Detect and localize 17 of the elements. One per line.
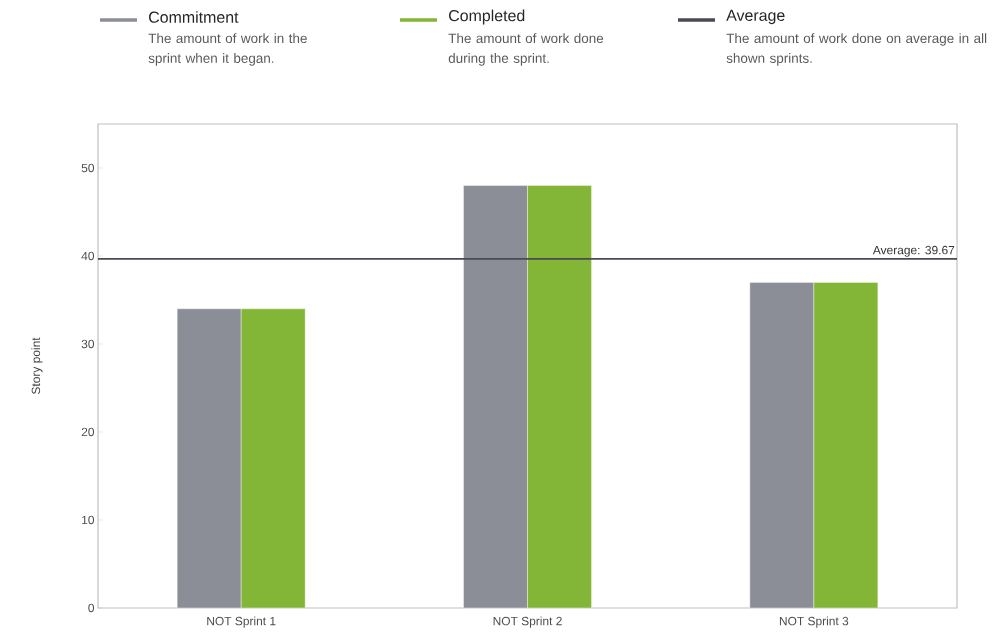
y-tick-label: 10 xyxy=(82,515,95,525)
text: The amount of work done during the sprint. xyxy=(448,33,604,66)
text: Average xyxy=(726,9,785,25)
x-tick-label: NOT Sprint 3 xyxy=(779,616,849,628)
y-tick-label: 40 xyxy=(81,251,95,261)
y-tick-label: 30 xyxy=(81,339,95,349)
legend-label: Completed xyxy=(449,9,525,25)
text: The amount of work done on average in all shown sprints. xyxy=(726,33,987,66)
legend-label: Commitment xyxy=(149,11,239,23)
x-tick-label: NOT Sprint 2 xyxy=(493,616,562,628)
text: The amount of work in the sprint when it began. xyxy=(148,33,307,66)
y-tick-label: 20 xyxy=(81,427,95,437)
y-tick-label: 50 xyxy=(81,163,95,173)
y-axis-title: Story point xyxy=(31,337,43,395)
y-tick-label: 0 xyxy=(88,603,95,613)
ref-line-label: Average: 39.67 xyxy=(872,245,955,257)
x-tick-label: NOT Sprint 1 xyxy=(207,616,276,628)
